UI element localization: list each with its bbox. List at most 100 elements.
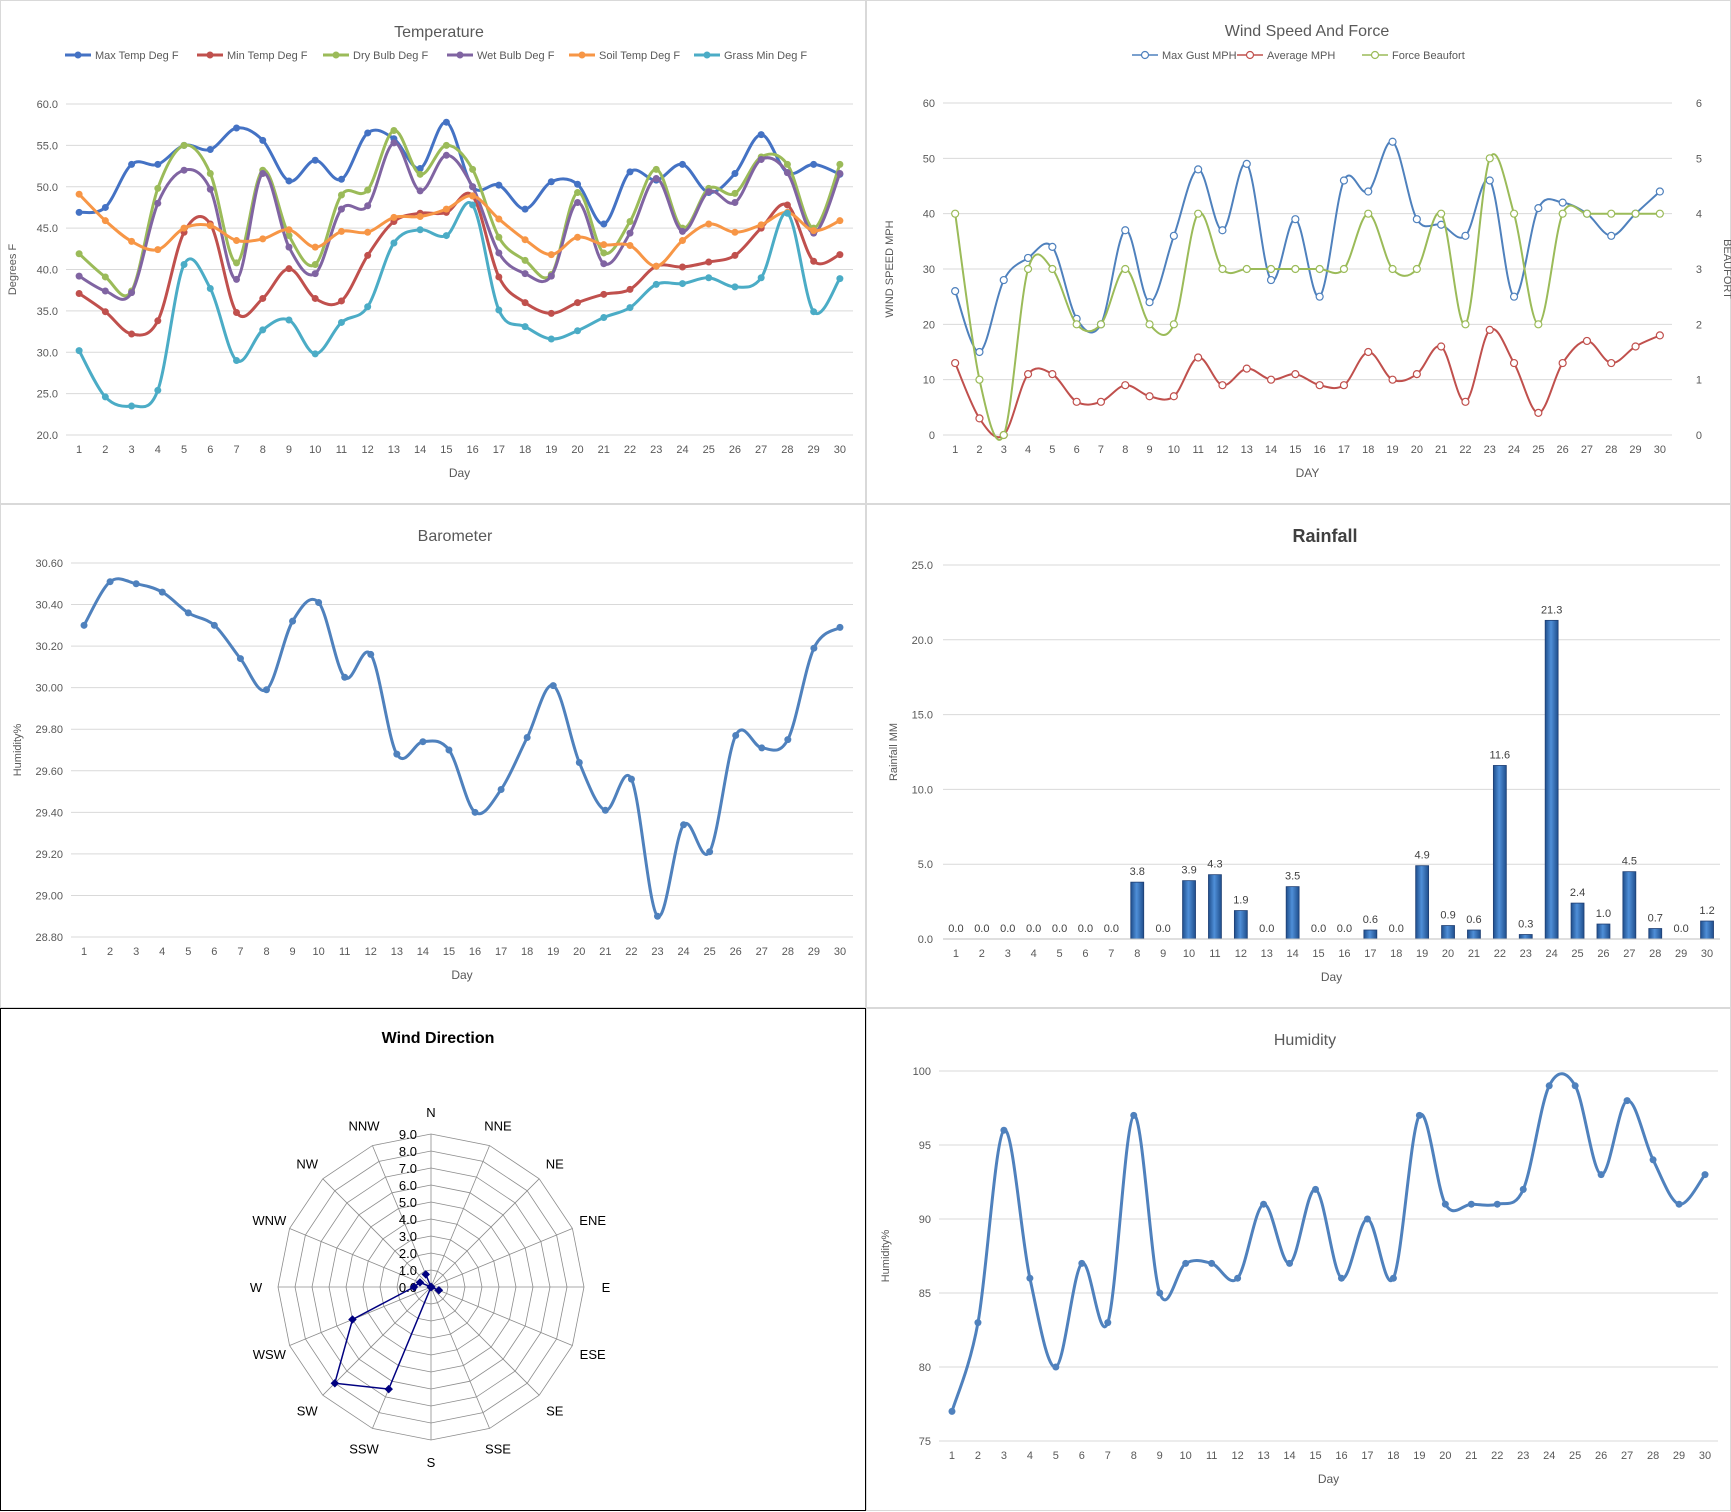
data-point [574,189,582,197]
data-point [757,155,765,163]
data-point [678,227,686,235]
data-point [236,655,244,663]
data-point [106,578,114,586]
data-point [1182,1259,1190,1267]
x-tick-label: 30 [1654,444,1666,456]
data-point [705,220,713,228]
data-point [1096,320,1106,329]
humidity-chart-panel: Humidity 75 80 85 90 95 100 1 2 3 4 5 6 7 8 9 10 11 12 13 14… [866,1008,1731,1511]
data-label: 0.6 [1363,914,1378,926]
x-tick-label: 6 [1082,948,1088,960]
data-point [1582,209,1592,218]
x-tick-label: 29 [1675,948,1687,960]
data-point [1104,1319,1112,1327]
data-point [1415,1111,1423,1119]
data-point [1218,226,1227,235]
data-point [626,242,634,250]
data-label: 4.5 [1622,856,1637,868]
barometer-chart: Barometer 28.80 29.00 29.20 29.40 29.60 29.80 3… [12,528,853,982]
data-point [341,673,349,681]
bar [1208,874,1222,940]
data-point [337,191,345,199]
data-point [180,166,188,174]
data-point [259,326,267,334]
data-label: 1.0 [1596,908,1611,920]
x-tick-label: 26 [1595,1450,1607,1462]
x-tick-label: 10 [313,946,325,958]
data-point [1121,264,1130,274]
data-point [495,181,503,189]
x-tick-label: 25 [1532,444,1544,456]
data-point [101,273,109,281]
data-point [1048,370,1057,379]
data-label: 0.0 [1104,923,1119,935]
data-label: 0.0 [974,923,989,935]
chart-title: Wind Direction [382,1030,495,1047]
x-tick-label: 5 [1049,444,1055,456]
series-line [78,120,841,226]
x-axis-label: Day [1321,970,1342,984]
x-tick-label: 7 [1098,444,1104,456]
data-point [495,249,503,257]
x-tick-label: 6 [1074,444,1080,456]
data-point [1218,264,1227,274]
data-point [285,177,293,185]
data-point [836,217,844,225]
y2-tick-label: 6 [1696,98,1702,110]
data-point [206,285,214,293]
x-tick-label: 28 [781,444,793,456]
data-point [1675,1200,1683,1208]
data-point [1412,370,1421,379]
wind-speed-chart-panel: Wind Speed And Force 0 10 20 30 40 50 60 1 2 3 4 5 6 7… [866,0,1731,504]
category-label: SSW [349,1442,379,1457]
x-tick-label: 12 [362,444,374,456]
legend-marker [1140,50,1150,60]
x-tick-label: 20 [1439,1450,1451,1462]
data-point [783,201,791,209]
r-tick-label: 3.0 [399,1229,417,1244]
data-point [1072,397,1081,406]
data-point [1023,370,1033,379]
x-tick-label: 24 [677,946,689,958]
data-point [1389,1274,1397,1282]
data-label: 1.2 [1699,905,1714,917]
data-point [1130,1111,1138,1119]
data-point [757,131,765,139]
data-point [1558,358,1567,368]
data-point [1461,231,1470,240]
y-axis-label: Humidity% [880,1230,892,1283]
data-label: 0.0 [1259,923,1274,935]
x-tick-label: 1 [952,444,958,456]
data-point [836,160,844,168]
x-tick-label: 21 [1468,948,1480,960]
category-label: NNE [484,1118,512,1133]
data-point [1631,209,1640,218]
data-point [80,621,88,629]
data-point [706,848,714,856]
data-point [233,357,241,365]
data-point [1461,320,1470,329]
data-point [975,414,984,423]
data-label: 0.6 [1466,914,1481,926]
data-point [783,169,791,177]
data-point [626,218,634,226]
x-tick-label: 20 [573,946,585,958]
legend-marker [1370,50,1380,60]
data-point [415,1278,425,1287]
bar [1441,925,1455,940]
data-point [154,246,162,254]
data-point [1509,358,1519,368]
data-point [652,165,660,173]
x-tick-label: 30 [834,444,846,456]
data-label: 0.0 [1337,923,1352,935]
data-point [263,686,270,694]
data-point [1266,264,1276,274]
x-tick-label: 8 [1122,444,1128,456]
y-tick-label: 30 [923,264,935,276]
radar-spoke [430,1228,573,1288]
x-tick-label: 26 [730,946,742,958]
radar-spoke [430,1286,490,1429]
data-point [1388,264,1397,274]
y-tick-label: 45.0 [37,223,58,235]
data-point [975,375,984,384]
